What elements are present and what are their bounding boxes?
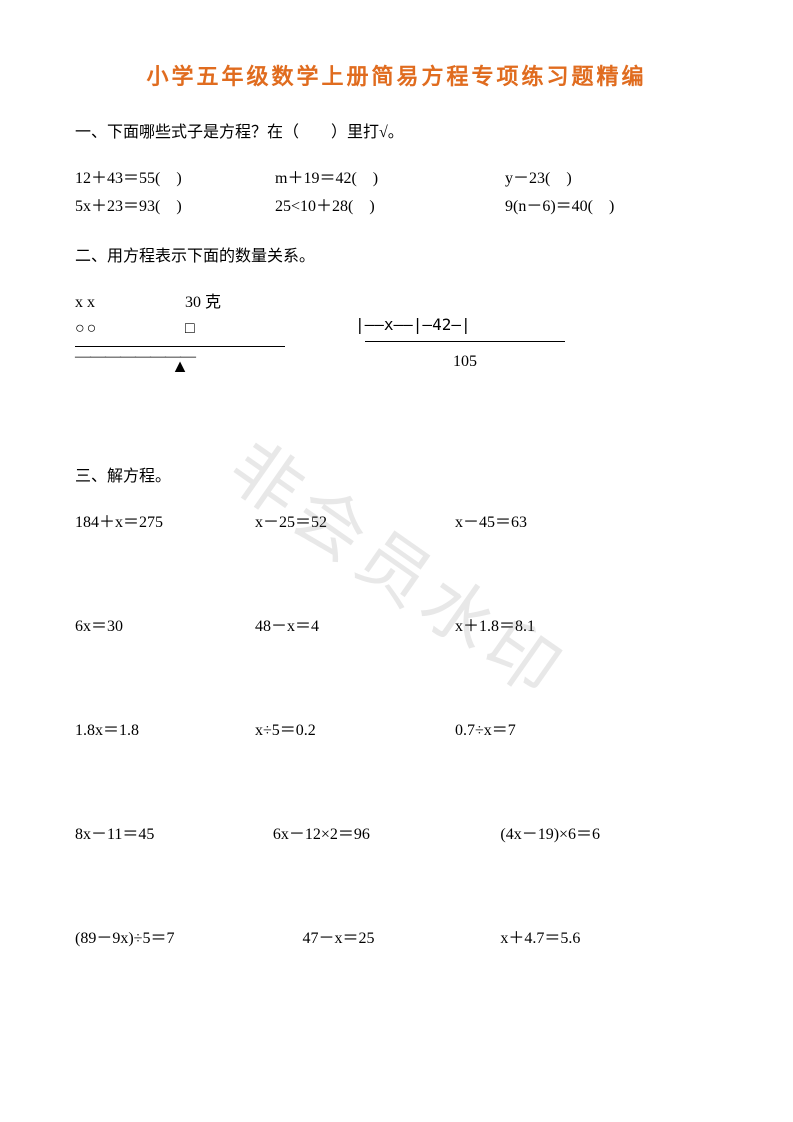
diagram-wrap: x x 30 克 ○○ □ ———————— ▲ |——x——|—42—| 10… — [75, 291, 718, 380]
eq-row-1: 184＋x＝275 x－25＝52 x－45＝63 — [75, 511, 718, 535]
page-title: 小学五年级数学上册简易方程专项练习题精编 — [75, 60, 718, 93]
diagram-right: |——x——|—42—| 105 — [355, 313, 585, 380]
eq-row-3: 1.8x＝1.8 x÷5＝0.2 0.7÷x＝7 — [75, 719, 718, 743]
section1-heading: 一、下面哪些式子是方程？在（ ）里打√。 — [75, 121, 718, 145]
section1-row2: 5x＋23＝93( ) 25<10＋28( ) 9(n－6)＝40( ) — [75, 195, 718, 219]
eq-3-2: x÷5＝0.2 — [255, 719, 455, 743]
diag-right-bottom: 105 — [365, 350, 565, 374]
eq-2-3: x＋1.8＝8.1 — [455, 615, 675, 639]
eq-row-4: 8x－11＝45 6x－12×2＝96 (4x－19)×6＝6 — [75, 823, 718, 847]
diag-right-top: |——x——|—42—| — [355, 313, 585, 337]
s1-r1-c2: m＋19＝42( ) — [275, 167, 505, 191]
diag-left-30g: 30 克 — [185, 291, 265, 315]
eq-5-3: x＋4.7＝5.6 — [500, 927, 718, 951]
diag-left-xx: x x — [75, 291, 185, 315]
section3-heading: 三、解方程。 — [75, 465, 718, 489]
eq-2-1: 6x＝30 — [75, 615, 255, 639]
eq-1-3: x－45＝63 — [455, 511, 675, 535]
eq-3-1: 1.8x＝1.8 — [75, 719, 255, 743]
eq-4-2: 6x－12×2＝96 — [273, 823, 501, 847]
diag-left-line: ———————— — [75, 345, 285, 347]
s1-r1-c1: 12＋43＝55( ) — [75, 167, 275, 191]
eq-2-2: 48－x＝4 — [255, 615, 455, 639]
eq-5-1: (89－9x)÷5＝7 — [75, 927, 303, 951]
eq-5-2: 47－x＝25 — [303, 927, 501, 951]
s1-r2-c2: 25<10＋28( ) — [275, 195, 505, 219]
diag-left-square: □ — [185, 317, 215, 341]
diag-left-circles: ○○ — [75, 317, 185, 341]
s1-r2-c1: 5x＋23＝93( ) — [75, 195, 275, 219]
eq-row-5: (89－9x)÷5＝7 47－x＝25 x＋4.7＝5.6 — [75, 927, 718, 951]
eq-4-1: 8x－11＝45 — [75, 823, 273, 847]
section2-heading: 二、用方程表示下面的数量关系。 — [75, 245, 718, 269]
section1-row1: 12＋43＝55( ) m＋19＝42( ) y－23( ) — [75, 167, 718, 191]
eq-1-2: x－25＝52 — [255, 511, 455, 535]
diag-right-line — [365, 341, 565, 342]
diagram-left: x x 30 克 ○○ □ ———————— ▲ — [75, 291, 295, 380]
eq-1-1: 184＋x＝275 — [75, 511, 255, 535]
s1-r1-c3: y－23( ) — [505, 167, 705, 191]
eq-3-3: 0.7÷x＝7 — [455, 719, 675, 743]
eq-4-3: (4x－19)×6＝6 — [500, 823, 718, 847]
s1-r2-c3: 9(n－6)＝40( ) — [505, 195, 705, 219]
eq-row-2: 6x＝30 48－x＝4 x＋1.8＝8.1 — [75, 615, 718, 639]
